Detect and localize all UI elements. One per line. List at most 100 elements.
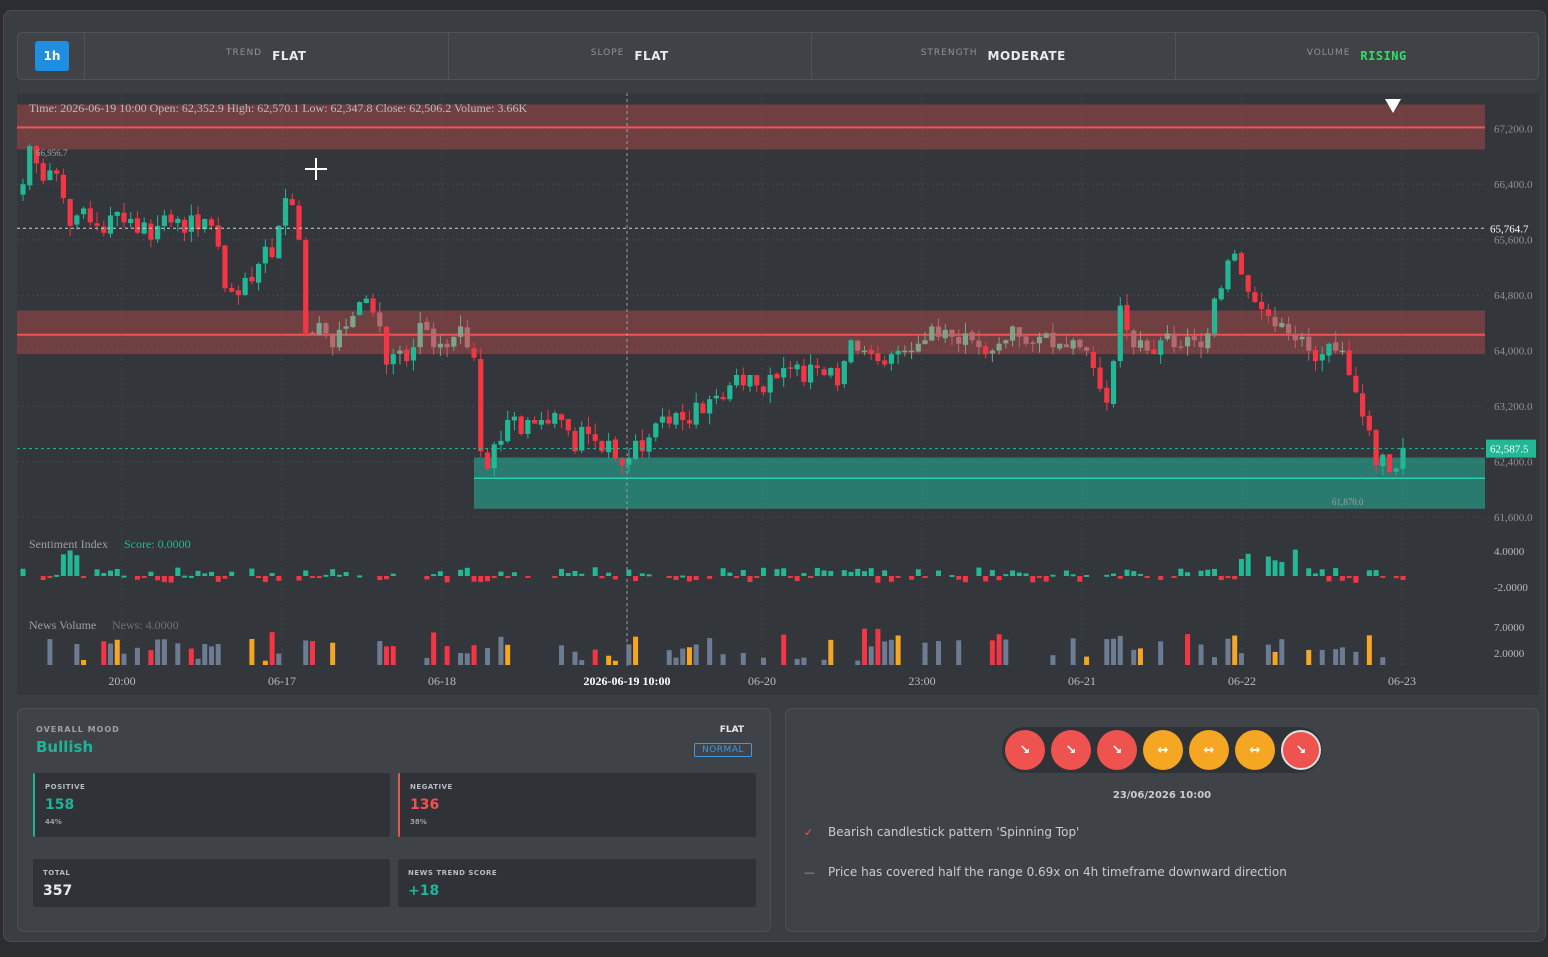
sentiment-bar xyxy=(471,576,477,582)
candle-body xyxy=(155,225,161,240)
candle-body xyxy=(680,411,686,421)
sentiment-bar xyxy=(996,576,1002,581)
indicator-slope: SLOPE FLAT xyxy=(449,32,812,80)
sentiment-bar xyxy=(909,576,915,580)
candle-body xyxy=(538,420,544,425)
sentiment-bar xyxy=(134,576,140,580)
trend-down-icon[interactable]: ↘ xyxy=(1005,730,1045,770)
sentiment-bar xyxy=(215,576,221,582)
sentiment-bar xyxy=(814,567,820,576)
news-title: News Volume xyxy=(29,618,96,632)
news-bar xyxy=(108,643,114,665)
news-bar xyxy=(1366,635,1372,665)
y-axis-label: 66,400.0 xyxy=(1494,179,1533,191)
sentiment-bar xyxy=(774,569,780,576)
news-bar xyxy=(377,641,383,665)
candle-body xyxy=(1164,333,1170,339)
news-bar xyxy=(498,636,504,665)
x-axis-label: 06-18 xyxy=(428,674,456,688)
news-bar xyxy=(262,660,268,665)
price-chart[interactable]: 67,200.0 66,400.0 65,600.0 64,800.0 64,000.0… xyxy=(17,93,1539,695)
candle-body xyxy=(54,170,60,174)
candle-body xyxy=(976,340,982,348)
news-bar xyxy=(195,658,201,665)
candle-body xyxy=(336,329,342,348)
sentiment-bar xyxy=(202,573,208,576)
candle-body xyxy=(404,349,410,362)
candle-body xyxy=(1050,332,1056,348)
candle-body xyxy=(558,414,565,421)
candle-body xyxy=(390,354,396,365)
candle-body xyxy=(444,343,450,348)
x-axis-label: 20:00 xyxy=(108,674,135,688)
candle-body xyxy=(888,354,894,364)
trend-down-icon[interactable]: ↘ xyxy=(1281,730,1321,770)
news-bar xyxy=(471,645,477,665)
news-bar xyxy=(720,654,726,665)
candle-body xyxy=(121,212,127,223)
sentiment-bar xyxy=(478,576,484,583)
candle-body xyxy=(720,396,726,400)
sentiment-bar xyxy=(1036,576,1042,578)
sentiment-bar xyxy=(20,568,26,576)
trend-down-icon[interactable]: ↘ xyxy=(1051,730,1091,770)
sentiment-bar xyxy=(606,572,612,576)
news-bar xyxy=(686,647,692,665)
trend-sideways-icon[interactable]: ↔ xyxy=(1143,730,1183,770)
sentiment-bar xyxy=(1003,574,1009,577)
candle-body xyxy=(47,170,53,180)
candle-body xyxy=(1346,350,1352,375)
news-bar xyxy=(202,644,208,665)
sentiment-bar xyxy=(592,567,598,576)
trend-down-icon[interactable]: ↘ xyxy=(1097,730,1137,770)
candle-body xyxy=(861,350,868,353)
indicator-label: SLOPE xyxy=(590,48,625,58)
candle-body xyxy=(134,218,141,233)
sentiment-bar xyxy=(309,576,315,578)
candle-body xyxy=(606,440,612,453)
candle-body xyxy=(397,350,403,354)
sentiment-bar xyxy=(949,575,955,578)
trend-sideways-icon[interactable]: ↔ xyxy=(1235,730,1275,770)
sentiment-bar xyxy=(1111,573,1117,576)
news-axis-label: 2.0000 xyxy=(1494,648,1525,660)
news-bar xyxy=(1306,649,1312,665)
candle-body xyxy=(67,198,73,226)
news-bar xyxy=(431,632,437,665)
sentiment-bar xyxy=(1393,576,1399,579)
news-bar xyxy=(1198,644,1204,665)
news-bar xyxy=(148,650,154,665)
sentiment-bar xyxy=(915,569,921,576)
news-bar xyxy=(1003,639,1009,665)
candle-body xyxy=(969,332,975,341)
news-bar xyxy=(740,653,746,665)
sentiment-bar xyxy=(666,576,672,578)
chart-canvas[interactable]: 67,200.0 66,400.0 65,600.0 64,800.0 64,000.0… xyxy=(17,93,1539,695)
news-bar xyxy=(1185,634,1191,665)
candle-body xyxy=(505,420,511,442)
news-bar xyxy=(1117,635,1123,665)
trend-sideways-icon[interactable]: ↔ xyxy=(1189,730,1229,770)
news-bar xyxy=(666,650,672,665)
news-bar xyxy=(1111,638,1117,665)
sentiment-bar xyxy=(633,576,639,582)
news-bar xyxy=(1070,638,1076,665)
news-trend-score-card: NEWS TREND SCORE +18 xyxy=(398,859,756,907)
candle-body xyxy=(309,332,316,335)
candle-body xyxy=(330,333,336,348)
news-bar xyxy=(936,641,942,665)
candle-body xyxy=(767,374,773,393)
sentiment-bar xyxy=(1063,570,1069,576)
sentiment-bar xyxy=(161,576,167,583)
news-bar xyxy=(1238,653,1244,665)
candle-body xyxy=(1023,336,1029,344)
sentiment-bar xyxy=(861,571,867,576)
sentiment-bar xyxy=(60,554,66,576)
news-bar xyxy=(269,632,275,665)
timeframe-button[interactable]: 1h xyxy=(35,41,69,71)
news-bar xyxy=(828,639,834,665)
news-trend-score-label: NEWS TREND SCORE xyxy=(408,869,498,877)
x-axis-label: 23:00 xyxy=(908,674,935,688)
sentiment-bar xyxy=(155,576,161,581)
candle-body xyxy=(1184,336,1191,347)
